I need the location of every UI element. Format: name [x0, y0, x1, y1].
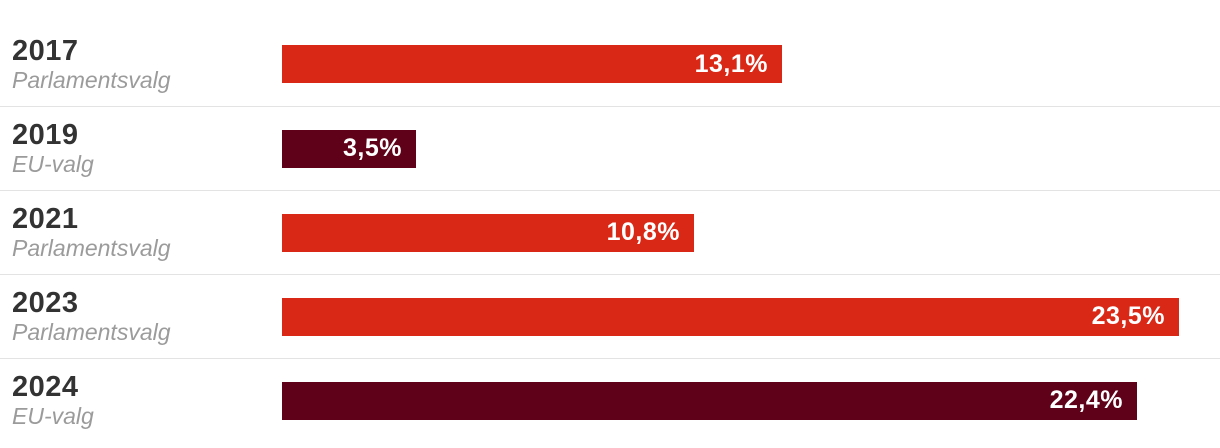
bar-area: 13,1%: [282, 45, 1220, 83]
bar-area: 23,5%: [282, 297, 1220, 336]
election-type-label: EU-valg: [12, 151, 94, 177]
bar-area: 10,8%: [282, 213, 1220, 252]
chart-row: 2017 Parlamentsvalg 13,1%: [0, 22, 1220, 106]
election-type-label: EU-valg: [12, 403, 94, 429]
chart-row: 2023 Parlamentsvalg 23,5%: [0, 274, 1220, 358]
value-label: 13,1%: [694, 49, 768, 78]
election-type-label: Parlamentsvalg: [12, 319, 171, 345]
value-label: 23,5%: [1091, 302, 1165, 330]
election-type-label: Parlamentsvalg: [12, 66, 171, 93]
row-label-group: 2017 Parlamentsvalg: [0, 35, 282, 94]
result-bar: 23,5%: [282, 297, 1179, 336]
row-label-group: 2021 Parlamentsvalg: [0, 203, 282, 262]
year-label: 2024: [12, 371, 79, 403]
bar-area: 3,5%: [282, 129, 1220, 168]
value-label: 3,5%: [343, 134, 402, 162]
year-label: 2023: [12, 287, 79, 319]
result-bar: 22,4%: [282, 381, 1137, 420]
year-label: 2021: [12, 203, 79, 235]
result-bar: 3,5%: [282, 129, 416, 168]
result-bar: 10,8%: [282, 213, 694, 252]
value-label: 10,8%: [606, 218, 680, 246]
chart-row: 2024 EU-valg 22,4%: [0, 358, 1220, 442]
chart-rows: 2017 Parlamentsvalg 13,1% 2019 EU-valg 3…: [0, 22, 1220, 442]
election-type-label: Parlamentsvalg: [12, 235, 171, 261]
bar-area: 22,4%: [282, 381, 1220, 420]
year-label: 2019: [12, 119, 79, 151]
result-bar: 13,1%: [282, 45, 782, 83]
chart-row: 2021 Parlamentsvalg 10,8%: [0, 190, 1220, 274]
year-label: 2017: [12, 34, 79, 67]
row-label-group: 2023 Parlamentsvalg: [0, 287, 282, 346]
value-label: 22,4%: [1049, 386, 1123, 414]
row-label-group: 2019 EU-valg: [0, 119, 282, 178]
chart-row: 2019 EU-valg 3,5%: [0, 106, 1220, 190]
row-label-group: 2024 EU-valg: [0, 371, 282, 430]
